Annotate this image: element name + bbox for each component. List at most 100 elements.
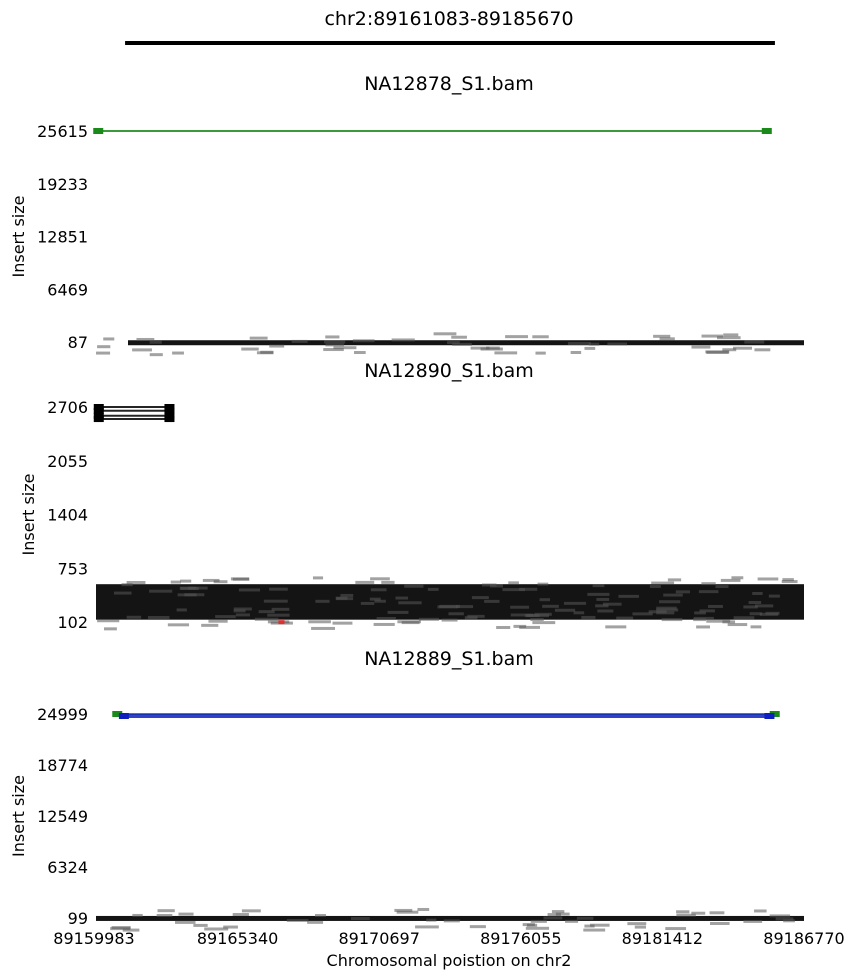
read-pair-mark (97, 345, 111, 349)
read-pair-mark (603, 602, 622, 606)
read-pair-mark (754, 604, 774, 608)
read-pair-mark (535, 351, 546, 355)
y-axis-label: Insert size (9, 196, 28, 278)
read-pair-mark (132, 913, 143, 917)
x-tick-label: 89165340 (197, 929, 278, 948)
y-tick-label: 1404 (47, 506, 88, 525)
read-pair-mark (333, 346, 357, 350)
read-pair-mark (307, 920, 324, 924)
read-pair-mark (519, 625, 541, 629)
read-pair-mark (749, 612, 763, 616)
read-pair-mark (663, 593, 683, 597)
read-pair-mark (595, 604, 609, 608)
read-pair-mark (710, 921, 730, 925)
read-pair-mark (312, 576, 324, 580)
read-pair-mark (325, 343, 345, 347)
read-pair-mark (451, 335, 467, 339)
read-pair-mark (508, 581, 519, 585)
read-pair-mark (583, 928, 606, 932)
read-pair-mark (667, 578, 682, 582)
read-pair-mark (213, 580, 228, 584)
read-pair-mark (170, 580, 181, 584)
y-tick-label: 2055 (47, 452, 88, 471)
read-pair-mark (505, 335, 529, 339)
read-pair-mark (696, 625, 711, 629)
y-tick-label: 25615 (37, 122, 88, 141)
read-pair-mark (126, 615, 142, 619)
read-pair-mark (286, 918, 309, 922)
panel-2: NA12890_S1.bam Insert size 2706 2055 1404 753… (19, 360, 804, 632)
read-pair-mark (401, 621, 420, 625)
read-pair-mark (355, 580, 375, 584)
read-pair-mark (616, 616, 634, 620)
read-pair-mark (743, 919, 763, 923)
read-pair-mark (315, 599, 330, 603)
read-pair-mark (659, 600, 681, 604)
read-pair-mark (323, 348, 344, 352)
read-pair-mark (592, 584, 605, 588)
y-tick-label: 18774 (37, 756, 88, 775)
read-pair-mark (744, 340, 765, 344)
read-pair-mark (694, 611, 706, 615)
read-pair-mark (698, 590, 719, 594)
read-mark (164, 404, 175, 410)
read-pair-mark (180, 579, 192, 583)
y-tick-label: 753 (57, 559, 88, 578)
read-pair-mark (126, 581, 146, 585)
read-pair-mark (530, 919, 547, 923)
x-tick-label: 89170697 (338, 929, 419, 948)
read-pair-mark (147, 615, 170, 619)
x-tick-label: 89186770 (763, 929, 844, 948)
read-pair-mark (193, 923, 208, 927)
read-pair-mark (607, 342, 628, 346)
panel-title: NA12878_S1.bam (364, 73, 534, 95)
read-pair-mark (291, 339, 308, 343)
read-pair-mark (656, 608, 679, 612)
read-pair-mark (484, 599, 500, 603)
x-tick-label: 89159983 (53, 929, 134, 948)
read-mark (93, 128, 104, 134)
read-pair-mark (374, 599, 386, 603)
read-mark (93, 412, 104, 419)
read-pair-mark (510, 613, 534, 617)
read-pair-mark (757, 577, 779, 581)
read-pair-mark (731, 576, 744, 580)
read-pair-mark (665, 927, 687, 931)
read-pair-mark (179, 586, 196, 590)
read-mark (164, 416, 175, 423)
read-pair-mark (768, 594, 780, 598)
x-tick-label: 89176055 (480, 929, 561, 948)
read-pair-mark (565, 919, 579, 923)
read-pair-mark (370, 577, 390, 581)
read-pair-mark (452, 342, 472, 346)
read-pair-mark (693, 618, 707, 622)
read-pair-mark (705, 350, 730, 354)
y-tick-label: 12549 (37, 807, 88, 826)
read-pair-mark (175, 920, 196, 924)
read-pair-mark (149, 340, 162, 344)
read-pair-mark (354, 351, 366, 355)
read-pair-mark (526, 614, 550, 618)
read-pair-mark (563, 601, 587, 605)
read-pair-mark (202, 578, 220, 582)
read-pair-mark (426, 918, 437, 922)
read-pair-mark (722, 348, 737, 352)
read-pair-mark (471, 596, 489, 600)
read-pair-mark (122, 928, 140, 932)
read-pair-mark (258, 610, 275, 614)
read-pair-mark (417, 907, 430, 911)
read-pair-mark (649, 585, 661, 589)
y-tick-label: 2706 (47, 398, 88, 417)
read-pair-mark (121, 583, 133, 587)
read-pair-mark (554, 608, 576, 612)
panel-title: NA12889_S1.bam (364, 648, 534, 670)
read-pair-mark (113, 591, 132, 595)
panel-3: NA12889_S1.bam Insert size 24999 18774 12549… (9, 648, 804, 932)
read-pair-mark (584, 346, 596, 350)
read-pair-mark (103, 337, 115, 341)
read-pair-mark (104, 627, 117, 631)
y-tick-label: 12851 (37, 228, 88, 247)
read-pair-mark (350, 917, 370, 921)
read-pair-mark (314, 914, 327, 918)
read-pair-mark (720, 578, 741, 582)
